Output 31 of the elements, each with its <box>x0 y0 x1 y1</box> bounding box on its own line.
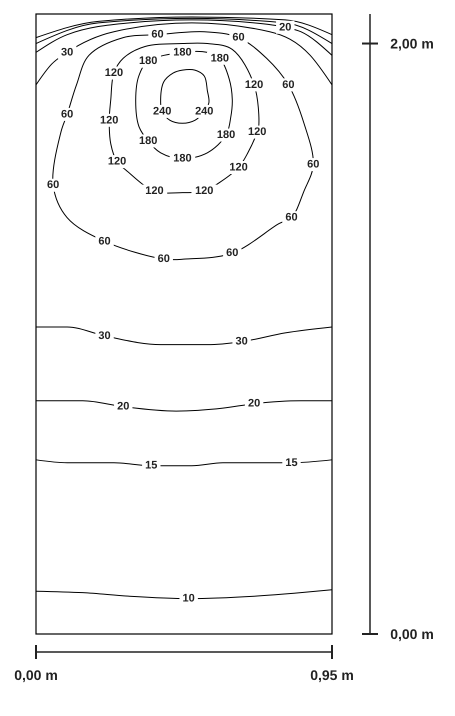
annotation: 15 <box>145 460 158 472</box>
annotation: 60 <box>151 28 164 41</box>
annotation: 20 <box>279 21 292 34</box>
annotation: 60 <box>98 235 111 248</box>
annotation: 60 <box>61 108 74 120</box>
annotation: 120 <box>100 114 118 126</box>
annotation: 180 <box>173 46 192 58</box>
annotation: 120 <box>229 162 248 174</box>
annotation: 180 <box>210 52 230 64</box>
y-tick-label: 2,00 m <box>390 36 434 52</box>
x-tick-label: 0,95 m <box>310 667 354 683</box>
annotation: 60 <box>226 247 238 260</box>
annotation: 120 <box>195 185 214 198</box>
annotation: 120 <box>104 67 124 80</box>
annotation: 120 <box>108 156 126 168</box>
annotation: 120 <box>244 78 264 91</box>
annotation: 60 <box>47 179 60 192</box>
annotation: 60 <box>307 158 320 171</box>
annotation: 20 <box>117 400 130 413</box>
annotation: 180 <box>216 129 236 142</box>
annotation: 60 <box>285 212 298 224</box>
annotation: 240 <box>153 105 172 118</box>
annotation: 120 <box>145 185 164 198</box>
annotation: 120 <box>248 126 266 138</box>
annotation: 60 <box>282 78 295 91</box>
annotation: 180 <box>138 55 158 68</box>
annotation: 180 <box>173 152 192 165</box>
annotation: 240 <box>195 105 214 118</box>
annotation: 60 <box>158 253 170 266</box>
annotation: 180 <box>138 134 158 147</box>
annotation: 60 <box>232 32 245 44</box>
